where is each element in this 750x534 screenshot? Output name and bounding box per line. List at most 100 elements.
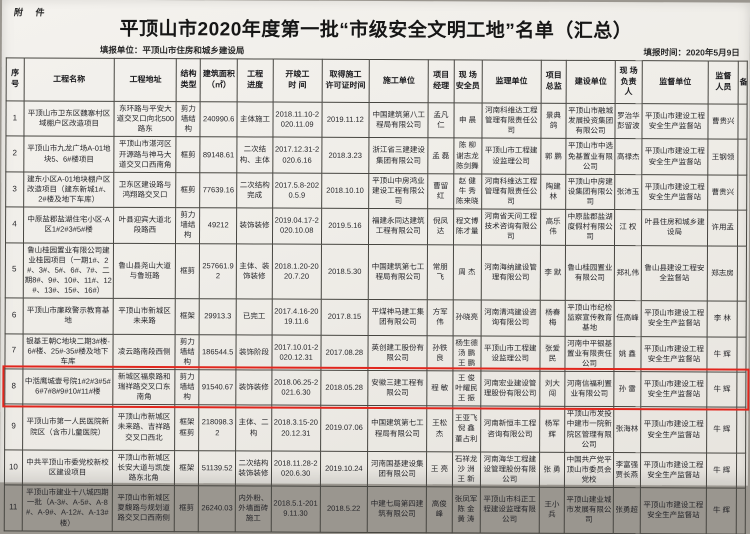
cell: 叶县迎宾大道北段路西 [113,207,177,244]
cell: 218098.32 [198,404,236,451]
column-header: 结构 类型 [176,58,201,102]
cell: 平顶山市建设工程安全生产监督站 [639,487,707,534]
cell: 剪力 墙结 构 [176,101,201,138]
cell: 主体施工 [237,101,273,138]
cell: 鲁山县尧山大道与鲁班路 [113,242,176,299]
cell: 许用孟 [707,210,738,246]
column-header: 取得施工 许可证时间 [321,59,370,103]
cell: 河南中平银基置业有限责任公司 [565,335,615,372]
cell: 26240.03 [198,485,236,532]
cell: 框架 [174,450,199,486]
cell: 王小兵 [539,487,565,533]
cell: 高俊峰 [426,486,452,533]
row-number-cell: 8 [4,368,23,405]
cell: 陶建林 [540,173,566,210]
cell: 安徽三建工程有限公司 [367,370,428,406]
cell: 中湉鹰城壹号院1#2#3#5#6#7#8#9#10#11#楼 [22,368,114,405]
cell: 平顶山市工程建设监理公司 [481,138,541,174]
cell [736,371,746,408]
cell [736,488,746,534]
cell: 常朋飞 [427,244,453,300]
column-header: 现 场 负责人 [615,60,642,104]
cell: 张沛玉 [614,174,642,210]
row-number-cell: 2 [5,136,24,172]
cell: 2018.11.10-2020.11.09 [272,102,322,138]
cell: 方军伟 [427,299,453,336]
cell: 河南省天问工程技术咨询有限公司 [481,209,541,245]
cell: 罗治华 彭留波 [614,103,642,140]
column-header: 项目 总监 [541,60,567,104]
column-header: 建设单位 [566,60,616,104]
cell: 2019.5.16 [321,208,369,244]
cell: 中国共产党平顶山市委员会党校 [564,452,614,488]
cell: 平顶山市新城区未来路 [113,298,176,335]
cell: 平顶山市新城区夏馥路与规划道路交叉口西南侧 [112,485,175,532]
cell: 河南科维达工程管理有限责任公司 [481,102,542,139]
cell: 2018.3.23 [321,137,370,174]
cell: 中国建筑第七工程局有限公司 [368,243,428,300]
cell: 平顶山市建设工程安全生产监督站 [640,300,708,337]
cell: 孙晓亮 [452,299,481,336]
cell: 257661.92 [199,243,237,300]
table-row: 7 银基王朝C地块二期3#楼-6#楼、25#-35#楼及地下车库 凌云路南段西侧 剪力… [4,333,747,372]
column-header: 建筑面积 （㎡） [200,58,238,102]
cell: 装饰阶段 [236,334,272,370]
cell: 王钢领 [708,139,738,175]
column-header: 备 [738,61,748,105]
table-row: 2 平顶山市九龙广场A-01地块5、6#楼项目 平顶山市湛河区开源路与神马大道交叉口… [5,136,747,175]
cell: 平顶山市建设工程安全生产监督站 [640,452,707,489]
row-number-cell: 10 [4,449,23,486]
header-row: 序 号工程名称 工程地址 结构 类型 建筑面积 （㎡） 工程 进度 开竣工 时 间取得施工… [6,57,748,105]
cell: 中建七局第四建筑有限公司 [367,486,427,533]
cell: 李 林 [707,301,738,337]
cell: 框架 [175,298,200,335]
cell: 装饰装修 [235,369,272,406]
cell: 2019.04.17-2020.10.08 [272,208,322,244]
cell: 平顶山市纪检监察宣传教育基地 [565,300,615,337]
cell: 郭 鹏 [540,138,567,175]
column-header: 序 号 [6,57,25,101]
cell: 建东小区A-01地块棚户区改造项目（建东新城1#、2#楼及地下车库） [23,171,114,208]
table-row: 1 平顶山市卫东区魏寨村区域棚户区改造项目 东环路与平安大道交叉口向北500路东 剪力… [5,100,748,140]
cell: 框架 框剪 [175,404,199,451]
cell: 平顶山市中选免基置业有限公司 [565,138,615,175]
cell: 49212 [199,207,237,244]
column-header: 施工单位 [369,59,429,103]
cell: 平顶山市建业十八城四期一批（A-3#、A-5#、A-8#、A-9#、A-12#、… [22,485,113,531]
cell: 高乐伟 [540,209,566,245]
cell: 李 默 [540,244,566,301]
cell: 平顶山市建设工程安全生产监督站 [641,139,709,175]
column-header: 工程地址 [114,58,177,102]
cell: 2017.12.31-2020.6.16 [272,137,322,174]
table-row: 6 平顶山市廉政警示教育基地 平顶山市新城区未来路 框架 29913.3 已完工 2017.… [5,298,747,337]
cell: 刘大闯 [539,371,566,407]
cell: 江 权 [614,209,642,246]
cell: 王亚飞 倪 鑫 董占利 [452,406,481,452]
cell: 张凤军 陈 金 黄 涛 [451,486,481,533]
table-row: 11 平顶山市建业十八城四期一批（A-3#、A-5#、A-8#、A-9#、A-12… [4,485,746,534]
cell: 平顶山中房鸿业建设工程有限公司 [368,173,429,209]
cell: 鲁山县建设工程安全监督站 [640,245,708,302]
row-number-cell: 3 [5,171,24,208]
cell: 29913.3 [199,298,237,335]
cell: 平顶山市建设工程安全生产监督站 [640,406,708,453]
row-number-cell: 9 [4,404,23,450]
cell: 内外粉、外墙面砖施工 [235,486,272,532]
cell: 鲁山桂园置业有限公司建业桂园项目（一期1#、2#、3#、5#、6#、7#、二期8… [23,242,114,299]
cell: 框剪 [175,243,200,299]
cell: 剪力 墙结 构 [175,207,200,244]
cell: 河南海纳建设管理有限公司 [480,244,541,301]
cell: 剪力 墙结 构 [175,369,200,405]
cell: 卫东区建设路与鸿翔路交叉口 [113,172,177,208]
worksites-table: 序 号工程名称 工程地址 结构 类型 建筑面积 （㎡） 工程 进度 开竣工 时 间取得施工… [1,57,749,534]
column-header: 现 场 安全员 [453,59,482,103]
highlighted-table-row: 8 中湉鹰城壹号院1#2#3#5#6#7#8#9#10#11#楼 新城区福泉路和瑞祥… [1,365,749,411]
cell: 2017.4.16-2019.11.6 [271,299,321,335]
cell: 240990.6 [200,101,238,138]
cell: 中国建筑第八工程局有限公司 [369,102,429,139]
cell: 中原盐郡盐湖住宅小区-A区1#2#3#5#楼 [23,207,114,243]
cell: 中共平顶山市委党校新校区建设项目 [22,449,113,486]
cell: 主体、装饰装修 [236,243,273,300]
table-row: 4 中原盐郡盐湖住宅小区-A区1#2#3#5#楼 叶县迎宾大道北段路西 剪力 墙结 构… [5,207,747,246]
cell: 平顶山市湛河区开源路与神马大道交叉口西南角 [113,136,177,173]
